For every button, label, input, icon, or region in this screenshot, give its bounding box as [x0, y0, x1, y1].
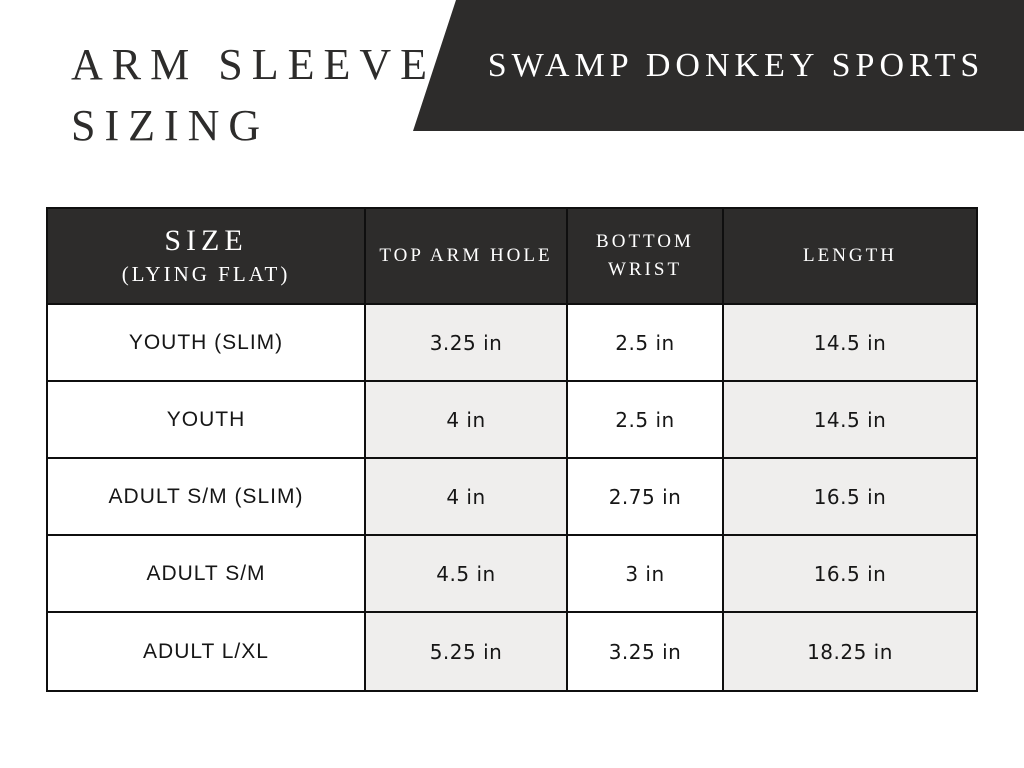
- table-row-4-top-arm-hole: 4.5 in: [366, 536, 568, 613]
- header-size-title: SIZE: [164, 223, 248, 257]
- table-row-3-top-arm-hole: 4 in: [366, 459, 568, 536]
- table-row-5-bottom-wrist: 3.25 in: [568, 613, 724, 690]
- table-row-4-bottom-wrist: 3 in: [568, 536, 724, 613]
- header-top-arm-hole-label: TOP ARM HOLE: [379, 245, 553, 267]
- header-top-arm-hole: TOP ARM HOLE: [366, 209, 568, 305]
- table-row-1-length: 14.5 in: [724, 305, 976, 382]
- table-row-2-length: 14.5 in: [724, 382, 976, 459]
- table-row-2-top-arm-hole: 4 in: [366, 382, 568, 459]
- table-row-2-size: YOUTH: [48, 382, 366, 459]
- header-bottom-wrist-label: BOTTOM WRIST: [596, 231, 694, 280]
- table-row-5-length: 18.25 in: [724, 613, 976, 690]
- brand-banner: SWAMP DONKEY SPORTS: [413, 0, 1024, 131]
- table-row-3-bottom-wrist: 2.75 in: [568, 459, 724, 536]
- table-row-5-size: ADULT L/XL: [48, 613, 366, 690]
- header-bottom-wrist: BOTTOM WRIST: [568, 209, 724, 305]
- table-row-1-top-arm-hole: 3.25 in: [366, 305, 568, 382]
- table-row-1-bottom-wrist: 2.5 in: [568, 305, 724, 382]
- table-row-4-length: 16.5 in: [724, 536, 976, 613]
- brand-name: SWAMP DONKEY SPORTS: [487, 46, 985, 84]
- header-length: LENGTH: [724, 209, 976, 305]
- page-title: ARM SLEEVE SIZING: [71, 40, 436, 150]
- table-row-1-size: YOUTH (SLIM): [48, 305, 366, 382]
- table-row-5-top-arm-hole: 5.25 in: [366, 613, 568, 690]
- header-length-label: LENGTH: [803, 245, 897, 267]
- sizing-table: SIZE (LYING FLAT) TOP ARM HOLE BOTTOM WR…: [46, 207, 978, 692]
- table-row-3-length: 16.5 in: [724, 459, 976, 536]
- table-row-2-bottom-wrist: 2.5 in: [568, 382, 724, 459]
- header-size-subtitle: (LYING FLAT): [121, 261, 291, 286]
- table-row-4-size: ADULT S/M: [48, 536, 366, 613]
- table-row-3-size: ADULT S/M (SLIM): [48, 459, 366, 536]
- header-size: SIZE (LYING FLAT): [48, 209, 366, 305]
